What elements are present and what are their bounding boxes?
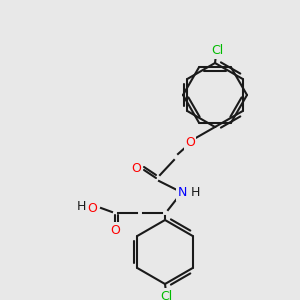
Text: H: H [190,187,200,200]
Text: H: H [76,200,86,214]
Text: O: O [131,163,141,176]
Text: N: N [177,187,187,200]
Text: Cl: Cl [160,290,172,300]
Text: O: O [110,224,120,236]
Text: O: O [87,202,97,214]
Text: Cl: Cl [211,44,223,58]
Text: O: O [185,136,195,148]
